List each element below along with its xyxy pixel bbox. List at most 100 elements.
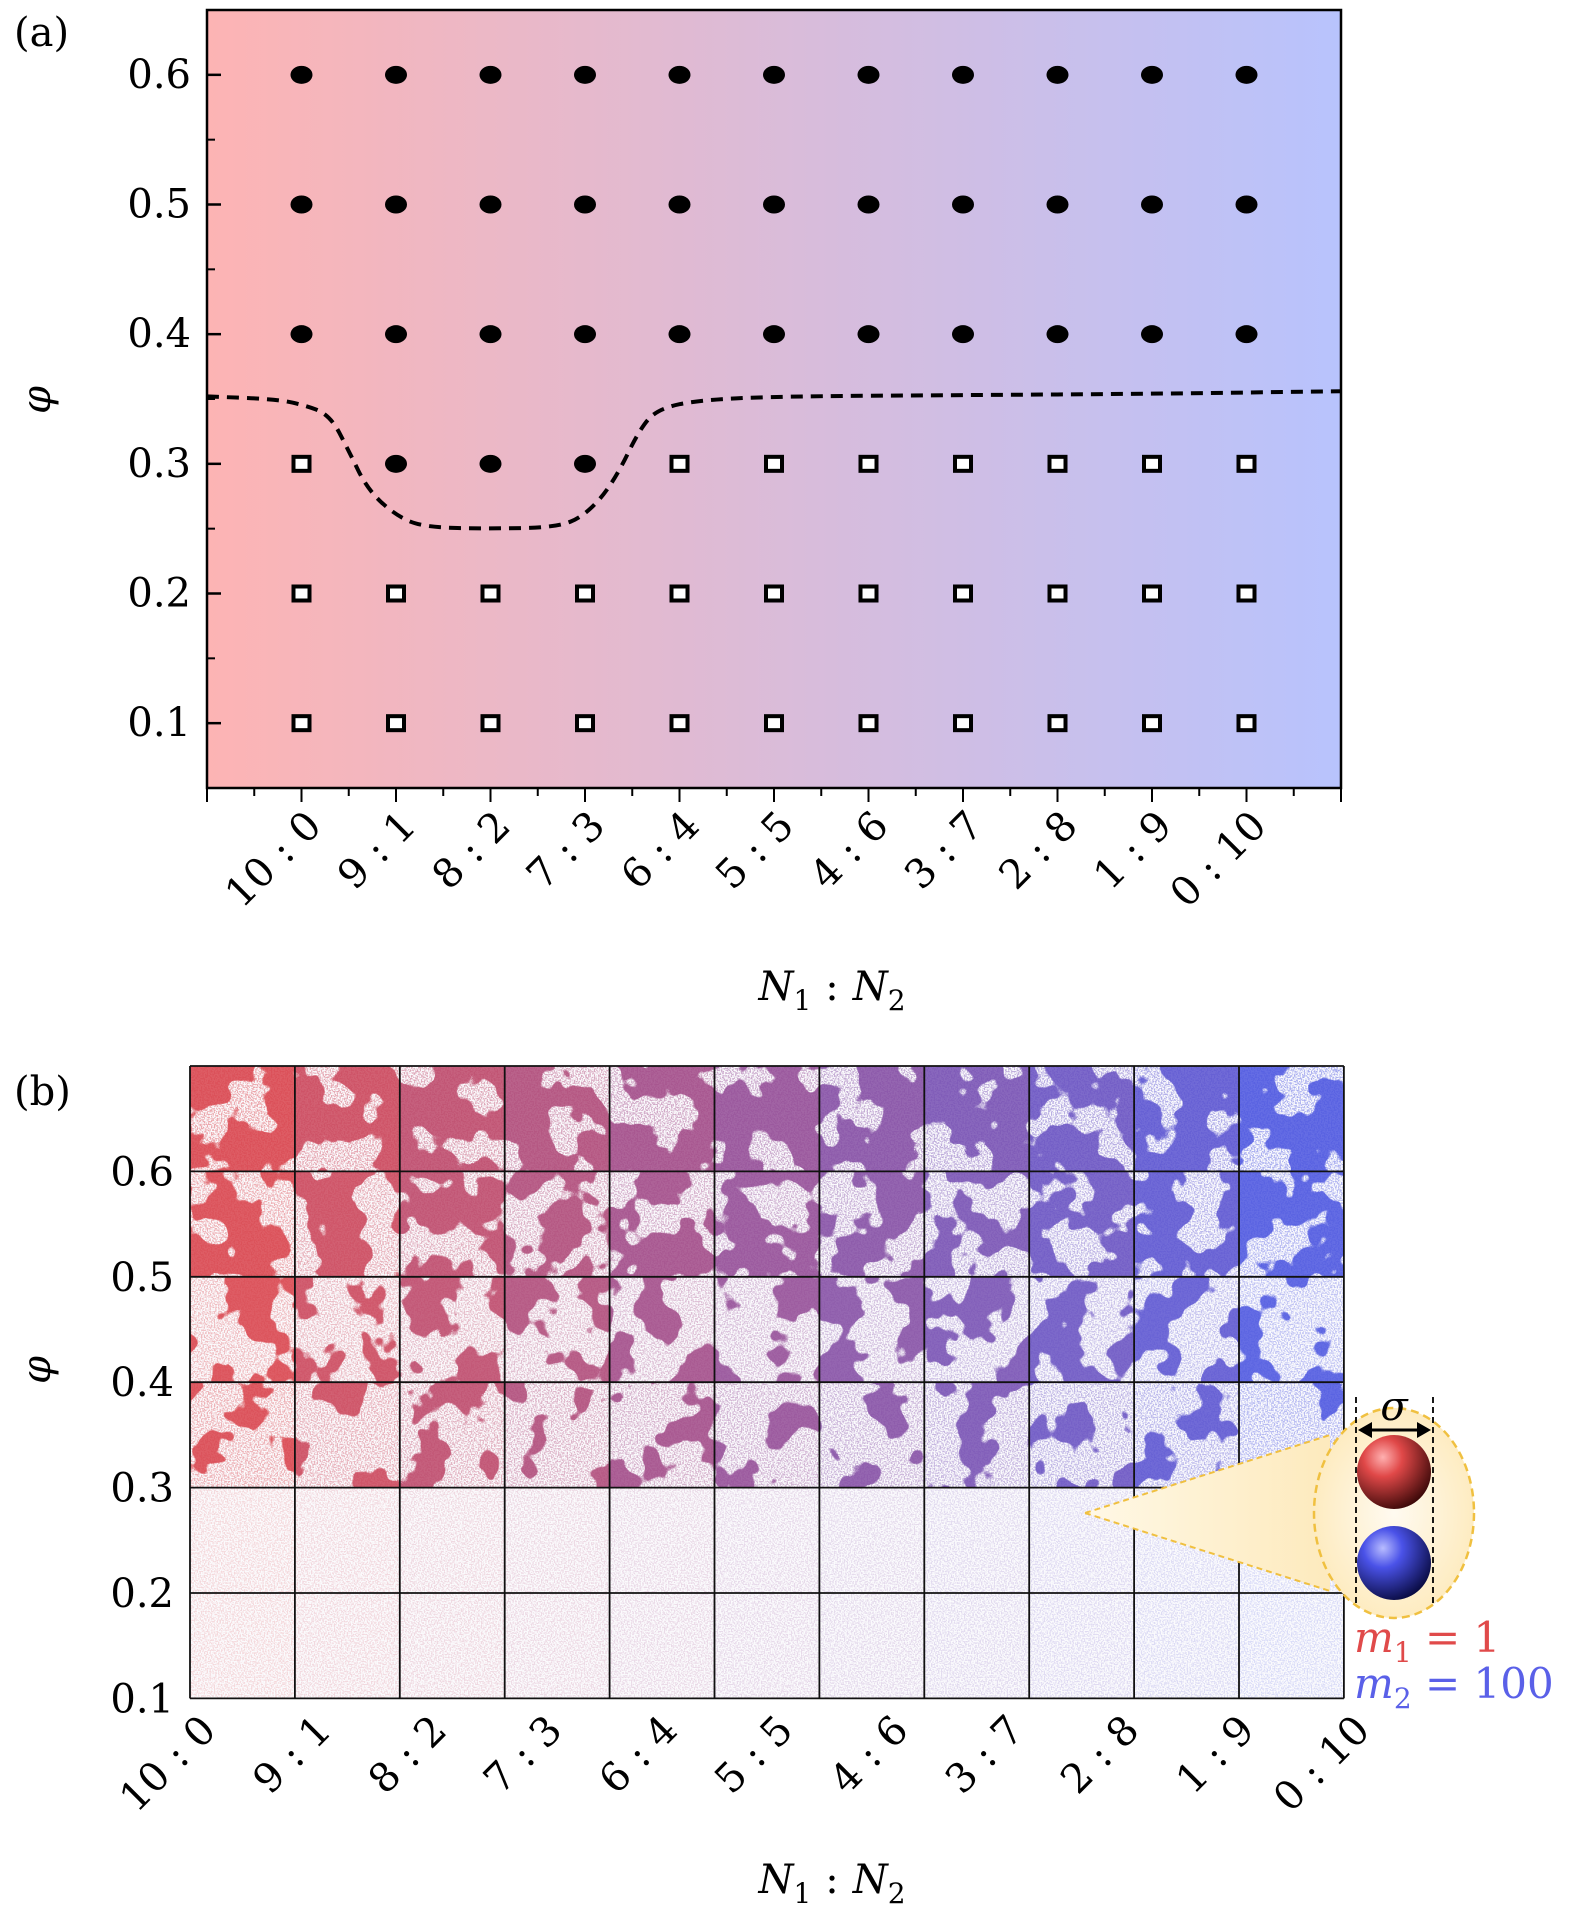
snapshot-cell [190,1066,295,1172]
x-tick-label: 5 : 5 [706,1707,802,1803]
snapshot-cell [714,1171,820,1277]
x-tick-label: 8 : 2 [424,803,520,899]
open-square-marker [291,454,312,473]
snapshot-cell [819,1276,925,1383]
filled-circle-marker [1235,325,1258,344]
y-tick-label: 0.3 [127,441,191,487]
open-square-marker [480,714,501,733]
callout-wedge [1085,1435,1330,1591]
filled-circle-marker [763,325,785,344]
x-tick-label: 6 : 4 [591,1707,687,1803]
open-square-marker [575,584,595,603]
snapshot-cell [399,1276,505,1383]
snapshot-cell [1029,1487,1135,1593]
snapshot-cell [1134,1382,1239,1488]
filled-circle-marker [385,454,407,473]
snapshot-cell [609,1487,715,1593]
filled-circle-marker [290,195,313,214]
snapshot-cell [504,1066,610,1172]
snapshot-cell [609,1382,715,1488]
open-square-marker [480,584,501,603]
x-tick-label: 9 : 1 [329,803,425,899]
filled-circle-marker [1235,65,1258,84]
snapshot-cell [504,1171,610,1277]
snapshot-cell [1134,1276,1239,1383]
y-tick-label: 0.4 [110,1360,174,1406]
snapshot-cell [714,1593,820,1699]
mass-label-2: m2 = 100 [1354,1659,1554,1715]
snapshot-cell [819,1487,925,1593]
open-square-marker [1047,714,1068,733]
filled-circle-marker [1046,65,1069,84]
sigma-label: σ [1380,1384,1409,1430]
y-tick-label: 0.1 [110,1676,174,1722]
x-tick-label: 7 : 3 [475,1707,571,1803]
open-square-marker [953,714,973,733]
filled-circle-marker [290,65,313,84]
x-tick-label: 1 : 9 [1168,1707,1264,1803]
open-square-marker [953,454,973,473]
open-square-marker [858,454,879,473]
filled-circle-marker [763,65,785,84]
snapshot-cell [294,1066,400,1172]
filled-circle-marker [952,65,974,84]
filled-circle-marker [1046,195,1069,214]
snapshot-cell [294,1487,400,1593]
snapshot-cell [1239,1066,1344,1172]
x-tick-label: 0 : 10 [1265,1707,1379,1821]
y-tick-label: 0.2 [110,1571,174,1617]
filled-circle-marker [857,65,880,84]
open-square-marker [764,714,784,733]
filled-circle-marker [574,195,596,214]
snapshot-cell [1134,1593,1239,1699]
x-tick-label: 4 : 6 [802,803,898,899]
open-square-marker [1142,584,1162,603]
snapshot-cell [1029,1171,1135,1277]
snapshot-cell [1029,1276,1135,1383]
snapshot-cell [714,1382,820,1488]
snapshot-cell [1239,1171,1344,1277]
filled-circle-marker [857,195,880,214]
svg-text:N1:N2: N1: N2 [757,1857,905,1910]
open-square-marker [1142,714,1162,733]
open-square-marker [858,714,879,733]
snapshot-cell [1134,1066,1239,1172]
snapshot-cell [609,1171,715,1277]
open-square-marker [669,714,690,733]
mass-label-1: m1 = 1 [1354,1613,1500,1669]
x-tick-label: 9 : 1 [244,1707,340,1803]
filled-circle-marker [385,65,407,84]
snapshot-cell [714,1276,820,1383]
snapshot-cell [1029,1593,1135,1699]
snapshot-cell [399,1066,505,1172]
snapshot-cell [819,1066,925,1172]
y-tick-label: 0.6 [110,1149,174,1195]
filled-circle-marker [952,325,974,344]
filled-circle-marker [952,195,974,214]
snapshot-cell [819,1171,925,1277]
snapshot-cell [399,1593,505,1699]
filled-circle-marker [1046,325,1069,344]
y-tick-label: 0.3 [110,1466,174,1512]
open-square-marker [575,714,595,733]
snapshot-cell [819,1382,925,1488]
snapshot-cell [399,1171,505,1277]
x-tick-label: 8 : 2 [360,1707,456,1803]
snapshot-cell [609,1066,715,1172]
x-tick-label: 6 : 4 [613,803,709,899]
panel-a: (a) 0.1 0.2 0.3 0.4 0.5 0.6 10 : 09 : 18 : 27 … [14,8,1343,1017]
filled-circle-marker [763,195,785,214]
open-square-marker [764,454,784,473]
snapshot-cell [1239,1276,1344,1383]
y-tick-label: 0.1 [127,700,191,746]
snapshot-cell [294,1276,400,1383]
y-tick-label: 0.5 [110,1255,174,1301]
filled-circle-marker [1141,65,1163,84]
snapshot-cell [190,1382,295,1488]
open-square-marker [291,714,312,733]
snapshot-cell [399,1487,505,1593]
snapshot-cell [924,1171,1030,1277]
x-tick-label: 3 : 7 [896,803,992,899]
open-square-marker [291,584,312,603]
